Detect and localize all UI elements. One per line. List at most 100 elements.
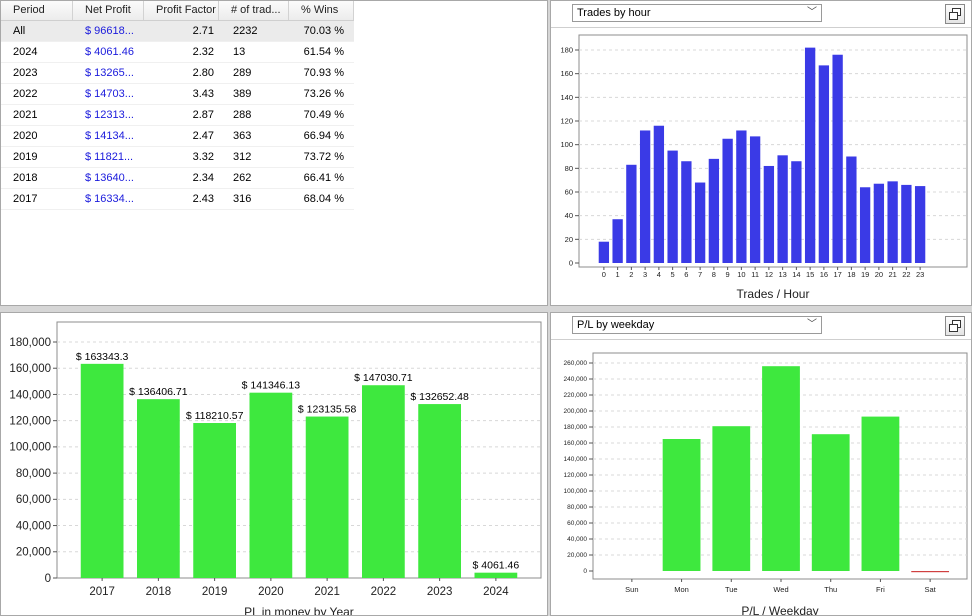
table-row[interactable]: 2018 $ 13640... 2.34 262 66.41 % xyxy=(1,168,354,189)
bar xyxy=(653,125,665,263)
bar xyxy=(694,182,706,263)
column-header-trades[interactable]: # of trad... xyxy=(219,1,289,20)
x-tick-label: 19 xyxy=(861,270,869,279)
y-tick-label: 120 xyxy=(560,117,573,126)
x-tick-label: 8 xyxy=(712,270,716,279)
y-tick-label: 40,000 xyxy=(567,536,587,543)
period-cell: 2020 xyxy=(13,130,38,142)
x-tick-label: 0 xyxy=(602,270,606,279)
trade-count-cell: 389 xyxy=(233,88,252,100)
data-label: $ 123135.58 xyxy=(298,404,357,416)
data-label: $ 136406.71 xyxy=(129,386,188,398)
y-tick-label: 20 xyxy=(565,235,573,244)
column-header-profit-factor[interactable]: Profit Factor xyxy=(144,1,219,20)
x-tick-label: 14 xyxy=(792,270,800,279)
win-rate-cell: 73.72 % xyxy=(303,151,344,163)
table-body: All $ 96618... 2.71 2232 70.03 % 2024 $ 4061.4… xyxy=(1,21,354,210)
x-tick-label: 18 xyxy=(847,270,855,279)
x-tick-label: 1 xyxy=(616,270,620,279)
y-tick-label: 160,000 xyxy=(564,440,588,447)
x-tick-label: 16 xyxy=(820,270,828,279)
table-row[interactable]: 2021 $ 12313... 2.87 288 70.49 % xyxy=(1,105,354,126)
bar xyxy=(681,161,692,263)
bar xyxy=(708,158,720,263)
x-axis-title: PL in money by Year xyxy=(244,605,354,616)
x-tick-label: Fri xyxy=(876,585,885,594)
bar xyxy=(832,54,843,263)
bar xyxy=(736,130,747,263)
y-tick-label: 240,000 xyxy=(564,376,588,383)
x-tick-label: 2019 xyxy=(202,586,228,598)
trade-count-cell: 2232 xyxy=(233,25,258,37)
column-header-wins[interactable]: % Wins xyxy=(289,1,354,20)
y-tick-label: 80,000 xyxy=(567,504,587,511)
net-profit-cell[interactable]: $ 16334... xyxy=(85,193,134,205)
profit-factor-cell: 2.47 xyxy=(192,130,214,142)
trade-count-cell: 262 xyxy=(233,172,252,184)
profit-factor-cell: 3.43 xyxy=(192,88,214,100)
bar xyxy=(80,363,124,578)
x-tick-label: 11 xyxy=(751,270,759,279)
y-tick-label: 100,000 xyxy=(564,488,588,495)
bar xyxy=(662,439,701,571)
net-profit-cell[interactable]: $ 13640... xyxy=(85,172,134,184)
net-profit-cell[interactable]: $ 96618... xyxy=(85,25,134,37)
table-row[interactable]: 2017 $ 16334... 2.43 316 68.04 % xyxy=(1,189,354,210)
popout-window-icon[interactable] xyxy=(945,4,965,24)
x-tick-label: 23 xyxy=(916,270,924,279)
net-profit-cell[interactable]: $ 14703... xyxy=(85,88,134,100)
data-label: $ 163343.3 xyxy=(76,351,129,363)
bar xyxy=(305,416,349,578)
bar xyxy=(667,150,678,263)
x-tick-label: Tue xyxy=(725,585,738,594)
x-tick-label: 21 xyxy=(888,270,896,279)
bar xyxy=(804,47,816,264)
column-header-period[interactable]: Period xyxy=(1,1,73,20)
bar xyxy=(861,416,900,571)
y-tick-label: 100 xyxy=(560,140,573,149)
x-tick-label: 13 xyxy=(778,270,786,279)
bar xyxy=(777,155,788,263)
bar xyxy=(859,187,871,263)
x-tick-label: 2017 xyxy=(89,586,115,598)
table-row[interactable]: All $ 96618... 2.71 2232 70.03 % xyxy=(1,21,354,42)
popout-window-icon[interactable] xyxy=(945,316,965,336)
bar xyxy=(914,186,926,263)
divider xyxy=(551,339,971,340)
period-cell: 2017 xyxy=(13,193,38,205)
x-tick-label: 4 xyxy=(657,270,661,279)
profit-factor-cell: 2.80 xyxy=(192,67,214,79)
chart-type-select[interactable]: P/L by weekday ﹀ xyxy=(572,316,822,334)
x-tick-label: 2018 xyxy=(146,586,172,598)
bar xyxy=(791,161,802,263)
bar xyxy=(137,399,180,578)
data-label: $ 132652.48 xyxy=(410,391,469,403)
net-profit-cell[interactable]: $ 4061.46 xyxy=(85,46,134,58)
y-tick-label: 120,000 xyxy=(564,472,588,479)
x-axis-title: P/L / Weekday xyxy=(741,604,818,616)
chart-type-select[interactable]: Trades by hour ﹀ xyxy=(572,4,822,22)
y-tick-label: 0 xyxy=(45,573,51,585)
table-row[interactable]: 2024 $ 4061.46 2.32 13 61.54 % xyxy=(1,42,354,63)
net-profit-cell[interactable]: $ 12313... xyxy=(85,109,134,121)
table-row[interactable]: 2019 $ 11821... 3.32 312 73.72 % xyxy=(1,147,354,168)
net-profit-cell[interactable]: $ 14134... xyxy=(85,130,134,142)
net-profit-cell[interactable]: $ 13265... xyxy=(85,67,134,79)
bar xyxy=(911,571,950,573)
net-profit-cell[interactable]: $ 11821... xyxy=(85,151,134,163)
bar xyxy=(626,164,637,263)
column-header-net-profit[interactable]: Net Profit xyxy=(73,1,144,20)
x-tick-label: Thu xyxy=(824,585,837,594)
profit-factor-cell: 3.32 xyxy=(192,151,214,163)
table-row[interactable]: 2022 $ 14703... 3.43 389 73.26 % xyxy=(1,84,354,105)
table-row[interactable]: 2023 $ 13265... 2.80 289 70.93 % xyxy=(1,63,354,84)
table-row[interactable]: 2020 $ 14134... 2.47 363 66.94 % xyxy=(1,126,354,147)
y-tick-label: 100,000 xyxy=(9,442,51,454)
y-tick-label: 180,000 xyxy=(9,337,51,349)
x-tick-label: 12 xyxy=(765,270,773,279)
x-tick-label: Sat xyxy=(925,585,937,594)
bar xyxy=(193,423,236,578)
y-tick-label: 60,000 xyxy=(16,494,51,506)
trade-count-cell: 363 xyxy=(233,130,252,142)
